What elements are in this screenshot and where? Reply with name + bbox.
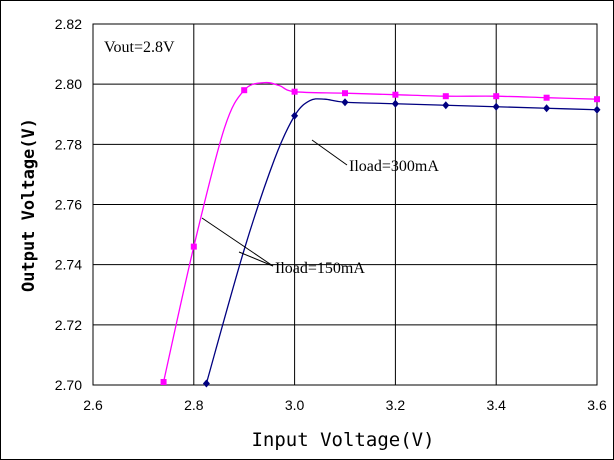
data-point-square xyxy=(342,90,348,97)
data-point-diamond xyxy=(543,104,551,113)
annotation-leader-line xyxy=(238,251,274,267)
y-tick-label: 2.76 xyxy=(55,197,82,213)
annotation-iload-300: Iload=300mA xyxy=(349,158,439,175)
data-point-square xyxy=(190,243,197,250)
data-point-square xyxy=(493,93,500,100)
x-axis-title: Input Voltage(V) xyxy=(251,429,434,451)
x-tick-label: 2.8 xyxy=(184,397,204,413)
series-curves xyxy=(162,81,598,384)
data-point-square xyxy=(241,87,248,94)
plot-area xyxy=(92,23,598,386)
data-point-square xyxy=(543,94,550,101)
y-tick-label: 2.70 xyxy=(55,377,82,393)
data-point-square xyxy=(594,96,600,103)
y-tick-label: 2.80 xyxy=(55,76,82,92)
data-point-diamond xyxy=(492,102,500,111)
data-point-diamond xyxy=(593,105,601,114)
y-tick-label: 2.74 xyxy=(55,257,82,273)
y-tick-label: 2.72 xyxy=(55,317,82,333)
x-tick-label: 2.6 xyxy=(83,397,103,413)
annotation-leaders xyxy=(201,139,348,267)
data-point-diamond xyxy=(391,99,399,108)
x-tick-label: 3.0 xyxy=(285,397,305,413)
tick-labels: 2.70 2.72 2.74 2.76 2.78 2.80 2.82 2.6 2.8 3.0 3.2… xyxy=(55,16,607,413)
x-tick-label: 3.2 xyxy=(386,397,406,413)
data-point-square xyxy=(442,93,449,100)
y-tick-label: 2.78 xyxy=(55,136,82,152)
x-tick-label: 3.6 xyxy=(587,397,607,413)
series-0-line xyxy=(162,81,598,383)
data-point-diamond xyxy=(442,101,450,110)
series-1-line xyxy=(205,98,598,384)
data-point-square xyxy=(291,88,298,95)
data-point-square xyxy=(392,91,399,98)
data-point-square xyxy=(160,378,167,385)
data-point-diamond xyxy=(202,379,210,388)
y-tick-label: 2.82 xyxy=(55,16,82,32)
annotation-iload-150: Iload=150mA xyxy=(275,260,365,277)
annotation-vout: Vout=2.8V xyxy=(104,39,175,56)
data-point-diamond xyxy=(291,111,299,120)
x-tick-label: 3.4 xyxy=(486,397,506,413)
data-point-diamond xyxy=(341,98,349,107)
annotation-leader-line xyxy=(311,139,348,166)
y-axis-title: Output Voltage(V) xyxy=(19,118,39,292)
annotation-leader-line xyxy=(201,217,274,267)
series-markers xyxy=(160,87,601,388)
grid-lines xyxy=(92,23,598,386)
